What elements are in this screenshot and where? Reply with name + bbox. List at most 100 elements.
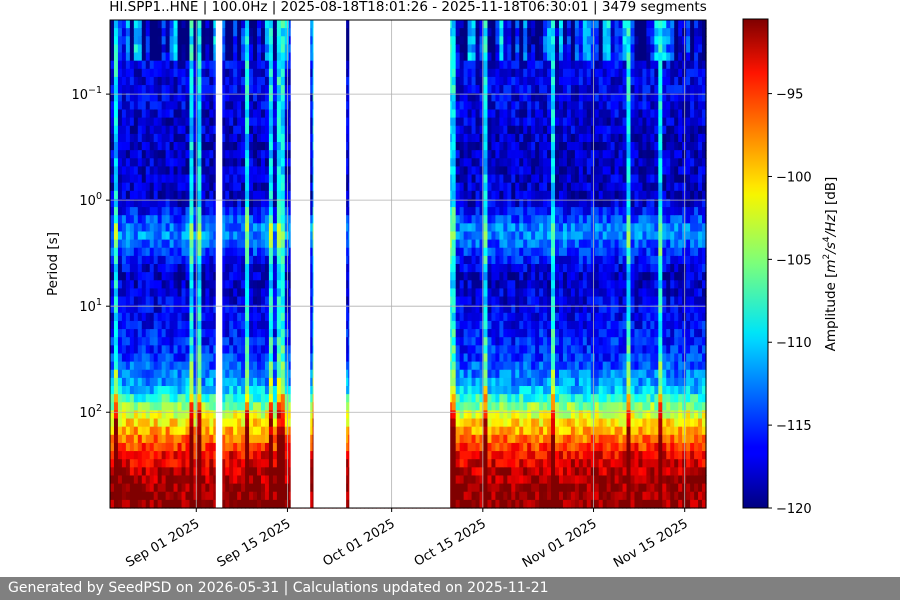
- heatmap-cell: [110, 109, 115, 119]
- heatmap-cell: [113, 459, 119, 468]
- heatmap-cell: [201, 182, 206, 192]
- heatmap-cell: [181, 174, 187, 184]
- heatmap-cell: [201, 28, 206, 37]
- heatmap-cell: [205, 394, 210, 403]
- heatmap-cell: [260, 215, 266, 224]
- heatmap-cell: [205, 101, 210, 111]
- heatmap-cell: [229, 288, 234, 298]
- heatmap-cell: [308, 288, 314, 298]
- heatmap-cell: [153, 174, 159, 184]
- heatmap-cell: [201, 117, 206, 127]
- heatmap-cell: [149, 150, 155, 159]
- heatmap-cell: [193, 182, 199, 192]
- heatmap-cell: [121, 264, 127, 273]
- heatmap-cell: [272, 52, 278, 62]
- heatmap-cell: [249, 499, 254, 509]
- heatmap-cell: [264, 133, 270, 143]
- heatmap-cell: [110, 451, 115, 460]
- heatmap-cell: [213, 402, 218, 411]
- heatmap-cell: [161, 85, 167, 94]
- heatmap-cell: [153, 426, 159, 436]
- heatmap-cell: [141, 491, 147, 501]
- heatmap-cell: [257, 85, 262, 94]
- heatmap-cell: [129, 166, 135, 176]
- heatmap-cell: [213, 68, 218, 78]
- heatmap-cell: [181, 52, 187, 62]
- heatmap-cell: [145, 36, 151, 45]
- heatmap-cell: [201, 223, 206, 233]
- heatmap-cell: [213, 117, 218, 127]
- heatmap-cell: [245, 410, 250, 420]
- heatmap-cell: [173, 280, 179, 289]
- heatmap-cell: [173, 52, 179, 62]
- heatmap-cell: [169, 280, 175, 289]
- heatmap-cell: [225, 272, 230, 281]
- heatmap-cell: [185, 198, 191, 208]
- heatmap-cell: [201, 101, 206, 111]
- heatmap-cell: [133, 231, 139, 241]
- heatmap-cell: [141, 223, 147, 233]
- heatmap-cell: [237, 345, 242, 355]
- heatmap-cell: [233, 93, 238, 102]
- heatmap-cell: [153, 304, 159, 314]
- heatmap-cell: [189, 483, 195, 493]
- heatmap-cell: [253, 394, 258, 403]
- heatmap-cell: [177, 467, 183, 477]
- heatmap-cell: [149, 296, 155, 306]
- heatmap-cell: [165, 475, 171, 485]
- heatmap-cell: [149, 142, 155, 151]
- heatmap-cell: [308, 255, 314, 265]
- heatmap-cell: [125, 198, 131, 208]
- heatmap-cell: [137, 483, 143, 493]
- heatmap-cell: [253, 85, 258, 94]
- heatmap-cell: [225, 442, 230, 452]
- heatmap-cell: [137, 68, 143, 78]
- heatmap-cell: [177, 133, 183, 143]
- heatmap-cell: [264, 369, 270, 379]
- heatmap-cell: [245, 133, 250, 143]
- heatmap-cell: [197, 36, 202, 45]
- heatmap-cell: [137, 418, 143, 428]
- heatmap-cell: [221, 288, 226, 298]
- heatmap-cell: [241, 239, 246, 249]
- heatmap-cell: [161, 491, 167, 501]
- heatmap-cell: [308, 133, 314, 143]
- heatmap-cell: [276, 190, 282, 200]
- heatmap-cell: [133, 264, 139, 273]
- heatmap-cell: [344, 28, 349, 37]
- heatmap-cell: [229, 337, 234, 346]
- heatmap-cell: [268, 418, 274, 428]
- heatmap-cell: [264, 158, 270, 167]
- heatmap-cell: [110, 20, 115, 29]
- heatmap-cell: [249, 475, 254, 485]
- heatmap-cell: [193, 434, 199, 444]
- heatmap-cell: [229, 386, 234, 395]
- heatmap-cell: [149, 190, 155, 200]
- heatmap-cell: [129, 483, 135, 493]
- heatmap-cell: [161, 361, 167, 371]
- heatmap-cell: [197, 491, 202, 501]
- heatmap-cell: [125, 410, 131, 420]
- heatmap-cell: [129, 499, 135, 509]
- heatmap-cell: [257, 150, 262, 159]
- heatmap-cell: [205, 491, 210, 501]
- heatmap-cell: [137, 442, 143, 452]
- heatmap-cell: [129, 467, 135, 477]
- heatmap-cell: [125, 491, 131, 501]
- heatmap-cell: [221, 198, 226, 208]
- heatmap-cell: [260, 255, 266, 265]
- heatmap-cell: [110, 353, 115, 363]
- heatmap-cell: [213, 207, 218, 216]
- heatmap-cell: [201, 215, 206, 224]
- heatmap-cell: [229, 377, 234, 387]
- heatmap-cell: [121, 361, 127, 371]
- heatmap-cell: [264, 451, 270, 460]
- heatmap-cell: [253, 76, 258, 86]
- heatmap-cell: [272, 190, 278, 200]
- heatmap-cell: [113, 475, 119, 485]
- heatmap-cell: [253, 369, 258, 379]
- heatmap-cell: [181, 182, 187, 192]
- heatmap-cell: [185, 451, 191, 460]
- heatmap-cell: [157, 60, 163, 70]
- heatmap-cell: [260, 483, 266, 493]
